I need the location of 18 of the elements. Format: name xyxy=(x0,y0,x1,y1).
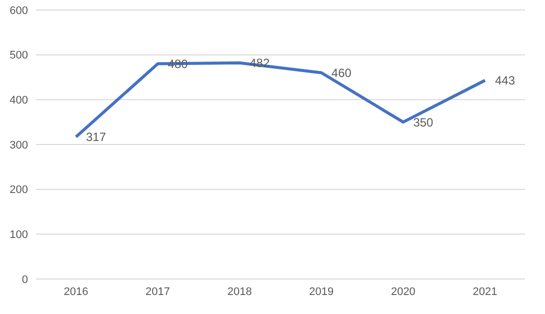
x-tick-label: 2018 xyxy=(227,286,252,298)
data-label: 350 xyxy=(413,115,434,130)
data-label: 443 xyxy=(495,74,516,88)
data-label: 460 xyxy=(331,66,352,80)
data-label: 317 xyxy=(86,130,106,144)
x-tick-label: 2021 xyxy=(472,286,498,298)
data-label: 480 xyxy=(168,57,188,72)
y-tick-label: 400 xyxy=(10,94,28,107)
x-tick-label: 2016 xyxy=(64,286,88,298)
y-tick-label: 0 xyxy=(22,274,28,286)
x-tick-label: 2019 xyxy=(309,286,334,298)
y-tick-label: 500 xyxy=(10,50,28,62)
y-tick-label: 300 xyxy=(10,139,28,152)
y-tick-label: 100 xyxy=(10,229,28,242)
y-tick-label: 600 xyxy=(10,4,28,17)
x-tick-label: 2017 xyxy=(146,286,170,298)
y-tick-label: 200 xyxy=(10,184,28,196)
x-tick-label: 2020 xyxy=(390,286,416,298)
